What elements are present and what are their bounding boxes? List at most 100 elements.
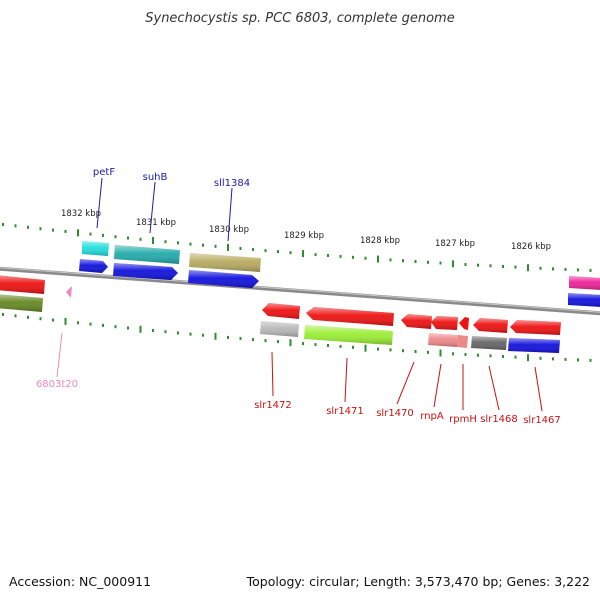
scale-tick-mark (564, 357, 567, 361)
scale-tick-mark (139, 237, 142, 241)
scale-tick-mark (164, 330, 167, 334)
scale-tick-mark (89, 322, 92, 326)
scale-tick-mark (352, 255, 354, 259)
gene-label-rnpA[interactable]: rnpA (420, 411, 444, 422)
scale-tick-mark (264, 339, 267, 343)
scale-tick-mark (39, 317, 42, 321)
scale-label-1828: 1828 kbp (360, 236, 400, 246)
scale-tick-mark (52, 228, 54, 232)
scale-tick-mark (102, 233, 104, 237)
scale-tick-mark (539, 266, 542, 270)
scale-tick-mark (152, 237, 154, 244)
gene-label-slr1468[interactable]: slr1468 (480, 414, 518, 425)
gene-label-rpmH[interactable]: rpmH (449, 414, 477, 425)
inner-tick-ring (2, 312, 592, 362)
scale-tick-mark (377, 347, 379, 351)
scale-tick-mark (114, 325, 117, 329)
scale-tick-mark (202, 243, 204, 247)
scale-tick-mark (264, 249, 267, 253)
scale-tick-mark (277, 340, 279, 344)
trna-6803t20[interactable] (66, 286, 72, 298)
accession-text: Accession: NC_000911 (9, 574, 151, 589)
cds-rpmH[interactable] (457, 335, 468, 348)
scale-tick-mark (2, 312, 4, 316)
scale-tick-mark (14, 224, 17, 228)
scale-tick-mark (14, 314, 17, 318)
scale-tick-mark (39, 227, 42, 231)
scale-tick-mark (239, 337, 242, 340)
scale-tick-mark (514, 265, 517, 269)
scale-tick-mark (364, 256, 367, 260)
scale-tick-mark (252, 338, 254, 342)
scale-tick-mark (539, 356, 542, 360)
scale-tick-mark (52, 318, 54, 322)
scale-tick-mark (289, 339, 292, 347)
scale-tick-mark (27, 315, 29, 319)
scale-tick-mark (152, 329, 154, 332)
scale-tick-mark (389, 348, 392, 352)
scale-tick-mark (514, 355, 517, 359)
reverse-leader-lines (271, 351, 543, 412)
scale-tick-mark (314, 253, 317, 257)
scale-tick-mark (127, 326, 129, 330)
scale-tick-mark (227, 243, 229, 251)
scale-tick-mark (552, 267, 554, 271)
scale-tick-mark (214, 332, 217, 340)
scale-tick-mark (302, 250, 304, 258)
gene-label-petF[interactable]: petF (93, 167, 115, 178)
scale-tick-mark (77, 321, 79, 325)
scale-tick-mark (364, 344, 367, 352)
genome-backbone-highlight (0, 267, 600, 313)
gene-label-sll1384[interactable]: sll1384 (214, 178, 250, 189)
scale-tick-mark (589, 268, 592, 272)
gene-label-slr1470[interactable]: slr1470 (376, 408, 414, 419)
scale-tick-mark (439, 261, 442, 265)
scale-tick-mark (177, 241, 179, 245)
forward-leader-lines (96, 177, 233, 242)
scale-label-1832: 1832 kbp (61, 209, 101, 219)
scale-tick-mark (339, 254, 342, 258)
gene-label-slr1467[interactable]: slr1467 (523, 415, 561, 426)
scale-tick-mark (327, 344, 329, 347)
scale-tick-mark (27, 225, 29, 229)
gene-label-slr1472[interactable]: slr1472 (254, 400, 292, 411)
scale-tick-mark (564, 267, 567, 271)
scale-tick-mark (527, 264, 529, 272)
scale-tick-mark (114, 235, 117, 239)
forward-genes (79, 241, 600, 307)
scale-tick-mark (139, 325, 142, 333)
scale-tick-mark (489, 264, 492, 268)
scale-tick-mark (289, 251, 292, 255)
scale-tick-mark (189, 332, 192, 336)
scale-tick-mark (477, 353, 479, 357)
scale-tick-mark (414, 350, 417, 353)
scale-tick-mark (427, 350, 429, 354)
scale-tick-mark (477, 263, 479, 267)
scale-tick-mark (402, 259, 404, 263)
gene-rpmH[interactable] (459, 317, 469, 330)
scale-label-1826: 1826 kbp (511, 242, 551, 252)
scale-tick-mark (64, 317, 67, 325)
genome-title: Synechocystis sp. PCC 6803, complete gen… (145, 11, 454, 26)
scale-tick-mark (77, 229, 79, 237)
scale-tick-mark (202, 333, 204, 337)
scale-tick-mark (377, 255, 379, 263)
reverse-genes (0, 275, 561, 353)
scale-tick-mark (489, 354, 492, 358)
scale-tick-mark (502, 355, 504, 358)
scale-tick-mark (314, 343, 317, 347)
forward-gene-labels: petF suhB sll1384 (93, 167, 250, 189)
scale-tick-mark (389, 258, 392, 262)
scale-tick-mark (127, 236, 129, 240)
trna-leader-line (56, 332, 63, 378)
scale-tick-mark (227, 335, 229, 339)
gene-label-6803t20[interactable]: 6803t20 (36, 379, 78, 390)
gene-label-suhB[interactable]: suhB (143, 172, 168, 183)
scale-tick-mark (589, 358, 592, 362)
scale-tick-mark (164, 240, 167, 244)
scale-tick-mark (189, 242, 192, 246)
scale-tick-mark (577, 358, 579, 362)
gene-label-slr1471[interactable]: slr1471 (326, 406, 364, 417)
